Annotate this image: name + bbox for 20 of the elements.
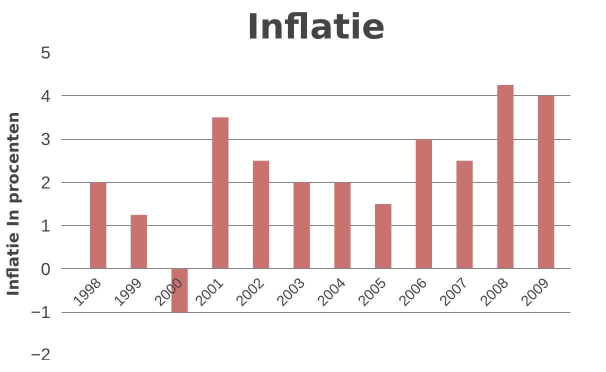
y-tick-label: 2 (40, 172, 51, 192)
bar (90, 182, 106, 269)
bar (456, 160, 473, 269)
bar (294, 182, 310, 269)
bar (212, 117, 228, 269)
y-tick-label: 3 (40, 129, 51, 150)
y-tick-label: 4 (40, 86, 51, 106)
y-axis-title: Inflatie In procenten (4, 112, 23, 296)
bar (252, 160, 270, 269)
bar (497, 84, 514, 269)
bar (375, 204, 392, 269)
bar (538, 96, 554, 269)
y-tick-label: 1 (40, 216, 51, 236)
y-tick-label: 0 (40, 258, 51, 279)
y-tick-label: −1 (30, 302, 51, 322)
bar (130, 214, 148, 269)
bar (416, 139, 432, 269)
y-tick-label: 5 (40, 42, 51, 62)
bar (334, 182, 351, 269)
chart-title: Inflatie (246, 8, 386, 48)
